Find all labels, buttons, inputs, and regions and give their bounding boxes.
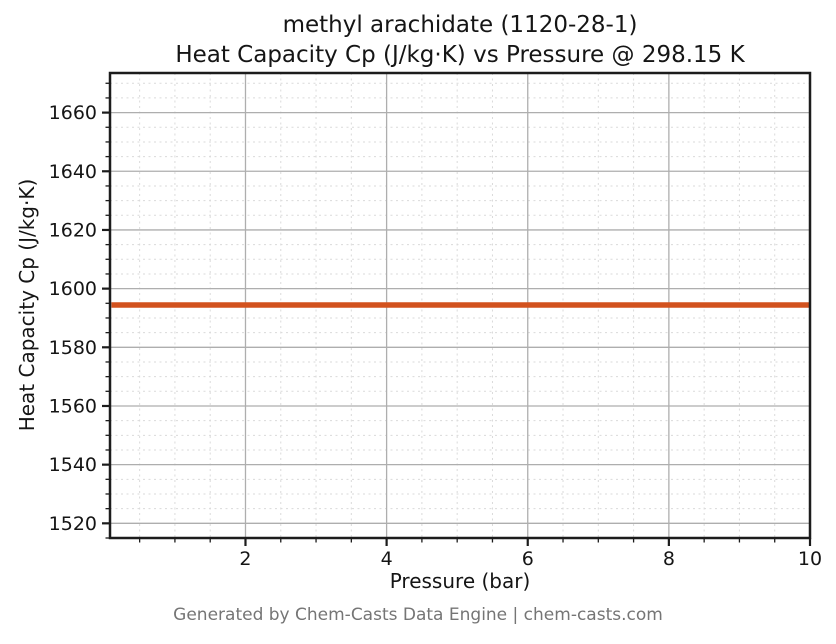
x-tick-label: 10 xyxy=(798,548,822,570)
y-axis-label: Heat Capacity Cp (J/kg·K) xyxy=(15,178,39,432)
y-tick-label: 1560 xyxy=(49,395,97,417)
chart-title-line2: Heat Capacity Cp (J/kg·K) vs Pressure @ … xyxy=(175,42,745,68)
plot-border xyxy=(108,71,812,540)
y-tick-label: 1520 xyxy=(49,513,97,535)
y-tick-label: 1540 xyxy=(49,454,97,476)
y-tick-label: 1660 xyxy=(49,102,97,124)
y-tick-label: 1640 xyxy=(49,161,97,183)
y-tick-label: 1620 xyxy=(49,219,97,241)
chart-title-line1: methyl arachidate (1120-28-1) xyxy=(282,12,638,38)
footer-caption: Generated by Chem-Casts Data Engine | ch… xyxy=(173,605,663,625)
chart-title: methyl arachidate (1120-28-1) Heat Capac… xyxy=(110,10,810,70)
x-axis-label: Pressure (bar) xyxy=(389,569,531,593)
x-tick-label: 4 xyxy=(381,548,393,570)
y-tick-label: 1580 xyxy=(49,337,97,359)
x-tick-label: 2 xyxy=(239,548,251,570)
x-tick-label: 8 xyxy=(663,548,675,570)
x-tick-label: 6 xyxy=(522,548,534,570)
y-tick-label: 1600 xyxy=(49,278,97,300)
